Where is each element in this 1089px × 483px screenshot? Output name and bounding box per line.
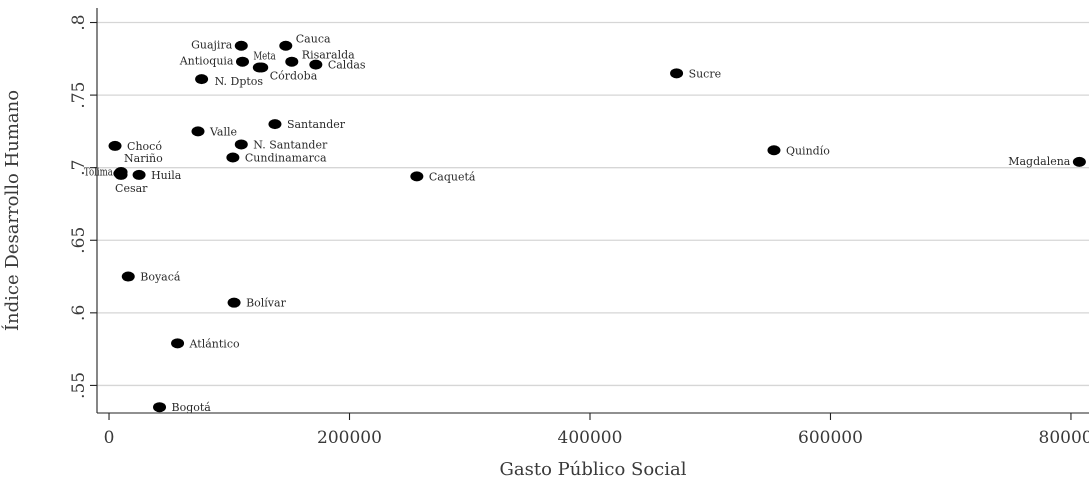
data-point (268, 119, 282, 130)
data-point (285, 56, 299, 67)
point-label: Quindío (786, 144, 830, 157)
point-label: Bogotá (172, 401, 212, 414)
point-label: Guajira (191, 39, 233, 52)
point-label: Bolívar (246, 297, 287, 310)
point-label: N. Santander (253, 138, 328, 151)
point-label: Tolima (84, 167, 113, 179)
point-label: Sucre (689, 67, 722, 80)
x-tick-label: 600000 (798, 428, 863, 448)
point-label: Cesar (115, 182, 148, 195)
point-label: Meta (253, 51, 276, 63)
point-label: Boyacá (140, 271, 181, 284)
point-label: N. Dptos (215, 75, 264, 88)
point-label: Huila (151, 169, 182, 182)
data-point (767, 145, 781, 156)
data-points (108, 40, 1086, 413)
point-labels: Guajira Cauca Risaralda Antioquia Meta Córdob… (84, 33, 1071, 414)
data-point (191, 126, 205, 137)
data-point (410, 171, 424, 182)
x-tick-label: 0 (104, 428, 115, 448)
point-label: Santander (287, 118, 346, 131)
x-tick-label: 400000 (558, 428, 623, 448)
point-label: Valle (209, 125, 237, 138)
data-point (195, 74, 209, 85)
point-label: Nariño (124, 152, 163, 165)
axes (96, 8, 1089, 414)
data-point (234, 40, 248, 51)
point-label: Antioquia (179, 55, 234, 68)
point-label: Caquetá (429, 170, 476, 183)
x-tick-label: 800000 (1039, 428, 1089, 448)
data-point (121, 271, 135, 282)
point-label: Risaralda (302, 49, 355, 62)
point-label: Atlántico (189, 337, 240, 350)
data-point (132, 169, 146, 180)
data-point (108, 140, 122, 151)
y-tick-label: .65 (69, 227, 89, 254)
data-point (235, 56, 249, 67)
y-tick-label: .75 (69, 82, 89, 109)
point-label: Cauca (296, 33, 331, 46)
data-point (279, 40, 293, 51)
data-point (234, 139, 248, 150)
y-tick-label: .7 (69, 160, 89, 176)
data-point (153, 402, 167, 413)
y-ticks: .55 .6 .65 .7 .75 .8 (69, 14, 97, 399)
grid-lines (97, 21, 1089, 387)
data-point (309, 59, 323, 70)
data-point (171, 338, 185, 349)
data-point (1072, 156, 1086, 167)
data-point (227, 297, 241, 308)
data-point (114, 169, 128, 180)
data-point (226, 152, 240, 163)
point-label: Chocó (127, 140, 162, 153)
point-label: Córdoba (270, 70, 318, 83)
y-tick-label: .8 (69, 14, 89, 30)
x-tick-label: 200000 (317, 428, 382, 448)
x-ticks: 0 200000 400000 600000 800000 (104, 413, 1089, 448)
y-tick-label: .6 (69, 305, 89, 321)
y-axis-title: Índice Desarrollo Humano (0, 90, 23, 331)
x-axis-title: Gasto Público Social (499, 459, 686, 480)
data-point (670, 68, 684, 79)
data-point (255, 62, 269, 73)
point-label: Cundinamarca (245, 152, 327, 165)
y-tick-label: .55 (69, 372, 89, 399)
point-label: Caldas (328, 59, 366, 72)
point-label: Magdalena (1008, 155, 1071, 168)
